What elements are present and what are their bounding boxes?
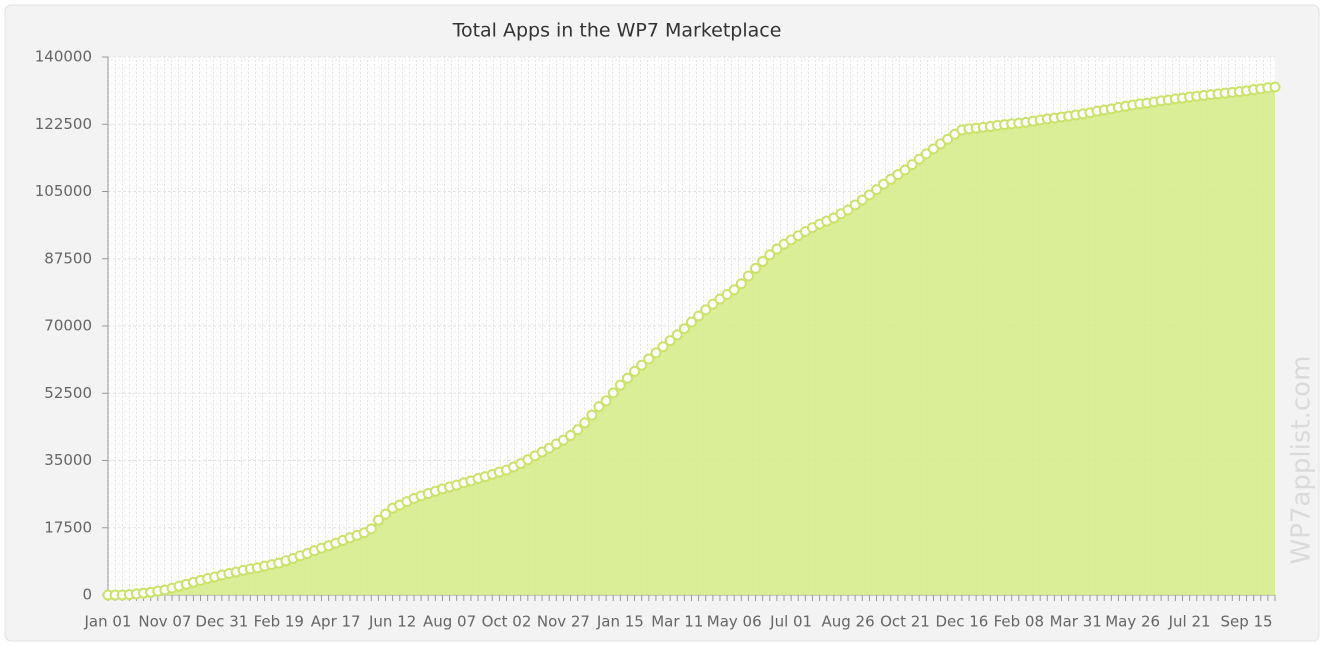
x-tick-label: Jul 01 (769, 613, 812, 631)
point (693, 310, 705, 322)
point (899, 164, 911, 176)
point (856, 194, 868, 206)
point (671, 329, 683, 341)
point (380, 508, 392, 520)
x-tick-label: Dec 31 (195, 613, 248, 631)
x-tick-label: Sep 15 (1220, 613, 1272, 631)
point (686, 316, 697, 328)
point (735, 278, 747, 290)
y-tick-label: 17500 (44, 518, 92, 536)
point (771, 243, 783, 255)
y-tick-label: 105000 (35, 182, 92, 200)
point (614, 379, 626, 391)
area (108, 86, 1275, 595)
x-tick-label: Apr 17 (311, 613, 361, 631)
point (372, 514, 384, 526)
x-tick-label: Aug 26 (821, 613, 874, 631)
x-tick-label: Nov 07 (138, 613, 191, 631)
x-tick-label: Feb 08 (994, 613, 1044, 631)
point (572, 424, 584, 436)
point (586, 409, 598, 421)
x-tick-label: Mar 31 (1050, 613, 1102, 631)
x-tick-label: Aug 07 (423, 613, 476, 631)
point (920, 148, 932, 160)
point (600, 395, 612, 407)
point (728, 284, 740, 296)
point (579, 417, 591, 429)
point (849, 199, 861, 211)
point (643, 353, 655, 365)
y-tick-label: 140000 (35, 48, 92, 66)
point (650, 347, 662, 359)
point (707, 298, 719, 310)
x-tick-label: May 26 (1105, 613, 1160, 631)
x-tick-label: Jul 21 (1168, 613, 1211, 631)
point (913, 153, 925, 165)
y-tick-label: 0 (82, 586, 92, 604)
point (927, 143, 939, 155)
x-tick-label: Nov 27 (537, 613, 590, 631)
point (750, 262, 762, 274)
x-tick-label: Mar 11 (651, 613, 703, 631)
point (906, 159, 918, 171)
point (678, 323, 690, 335)
y-tick-label: 122500 (35, 115, 92, 133)
chart-title: Total Apps in the WP7 Marketplace (452, 20, 782, 42)
y-tick-label: 52500 (44, 384, 92, 402)
x-tick-label: Dec 16 (935, 613, 988, 631)
x-tick-label: May 06 (707, 613, 762, 631)
watermark: WP7applist.com (1287, 356, 1317, 565)
point (629, 365, 641, 377)
y-tick-label: 35000 (44, 451, 92, 469)
point (607, 387, 619, 399)
point (757, 255, 769, 267)
point (664, 335, 676, 347)
point (657, 341, 669, 353)
point (593, 401, 605, 413)
point (878, 178, 890, 190)
point (565, 430, 577, 442)
y-tick-label: 70000 (44, 317, 92, 335)
point (871, 184, 883, 196)
point (742, 270, 754, 282)
x-tick-label: Oct 21 (880, 613, 930, 631)
x-tick-label: Jan 01 (84, 613, 132, 631)
point (636, 359, 648, 371)
x-tick-label: Oct 02 (482, 613, 532, 631)
x-tick-label: Jan 15 (596, 613, 644, 631)
point (1269, 81, 1281, 93)
y-tick-label: 87500 (44, 249, 92, 267)
x-tick-label: Jun 12 (368, 613, 416, 631)
point (764, 249, 776, 261)
point (863, 189, 875, 201)
point (365, 523, 377, 535)
point (842, 204, 854, 216)
point (942, 133, 954, 145)
point (700, 304, 712, 316)
x-tick-label: Feb 19 (254, 613, 304, 631)
point (621, 372, 633, 384)
